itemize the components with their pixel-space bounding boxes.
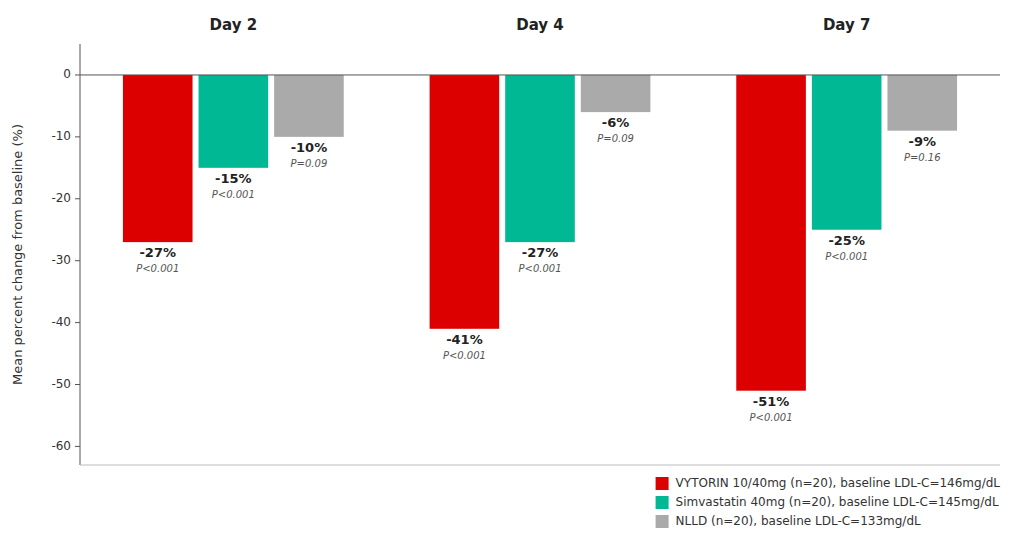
data-label: -9%	[909, 134, 936, 149]
bar	[123, 75, 193, 242]
y-tick	[75, 260, 80, 261]
y-tick-label: -40	[51, 315, 71, 329]
data-label: -25%	[828, 233, 865, 248]
y-tick	[75, 322, 80, 323]
bar	[736, 75, 806, 391]
zero-line	[80, 74, 1000, 75]
y-tick-label: 0	[63, 67, 71, 81]
y-tick	[75, 446, 80, 447]
bar	[581, 75, 651, 112]
y-tick	[75, 384, 80, 385]
p-value: P<0.001	[212, 189, 255, 200]
bar	[430, 75, 500, 329]
p-value: P<0.001	[443, 350, 486, 361]
bar	[505, 75, 575, 242]
chart-container: 0 -10 -20 -30 -40 -50 -60 Mean percent change f…	[0, 0, 1024, 545]
y-tick-label: -20	[51, 191, 71, 205]
y-tick-label: -30	[51, 253, 71, 267]
p-value: P=0.09	[291, 158, 328, 169]
category-label: Day 7	[823, 16, 871, 34]
y-axis-label: Mean percent change from baseline (%)	[10, 124, 25, 385]
legend-label: NLLD (n=20), baseline LDL-C=133mg/dL	[676, 514, 921, 528]
y-tick	[75, 198, 80, 199]
bars	[123, 75, 957, 391]
legend-item: Simvastatin 40mg (n=20), baseline LDL-C=…	[656, 495, 999, 509]
p-value: P=0.16	[904, 152, 941, 163]
p-value: P<0.001	[518, 263, 561, 274]
y-tick	[75, 136, 80, 137]
data-label: -51%	[753, 394, 790, 409]
bar	[274, 75, 344, 137]
p-value: P<0.001	[825, 251, 868, 262]
p-value: P=0.09	[597, 133, 634, 144]
y-tick-label: -10	[51, 129, 71, 143]
data-labels: -27% P<0.001 -41% P<0.001 -51% P<0.001 -15% P<0…	[136, 115, 940, 423]
data-label: -15%	[215, 171, 252, 186]
category-label: Day 4	[516, 16, 564, 34]
bar	[199, 75, 269, 168]
category-label: Day 2	[210, 16, 258, 34]
legend-swatch	[656, 496, 669, 509]
y-axis-line	[80, 44, 81, 465]
y-tick-label: -60	[51, 439, 71, 453]
legend-swatch	[656, 515, 669, 528]
bar	[812, 75, 882, 230]
data-label: -10%	[291, 140, 328, 155]
data-label: -27%	[522, 245, 559, 260]
bar	[887, 75, 957, 131]
legend: VYTORIN 10/40mg (n=20), baseline LDL-C=1…	[656, 476, 1001, 528]
legend-label: VYTORIN 10/40mg (n=20), baseline LDL-C=1…	[676, 476, 1001, 490]
x-axis-line	[80, 465, 1000, 466]
p-value: P<0.001	[750, 412, 793, 423]
y-tick-label: -50	[51, 377, 71, 391]
legend-item: VYTORIN 10/40mg (n=20), baseline LDL-C=1…	[656, 476, 1001, 490]
legend-label: Simvastatin 40mg (n=20), baseline LDL-C=…	[676, 495, 999, 509]
data-label: -6%	[602, 115, 629, 130]
p-value: P<0.001	[136, 263, 179, 274]
data-label: -27%	[139, 245, 176, 260]
chart: 0 -10 -20 -30 -40 -50 -60 Mean percent change f…	[0, 0, 1024, 545]
legend-swatch	[656, 477, 669, 490]
data-label: -41%	[446, 332, 483, 347]
y-axis: 0 -10 -20 -30 -40 -50 -60	[51, 44, 1000, 465]
y-tick	[75, 74, 80, 75]
legend-item: NLLD (n=20), baseline LDL-C=133mg/dL	[656, 514, 921, 528]
